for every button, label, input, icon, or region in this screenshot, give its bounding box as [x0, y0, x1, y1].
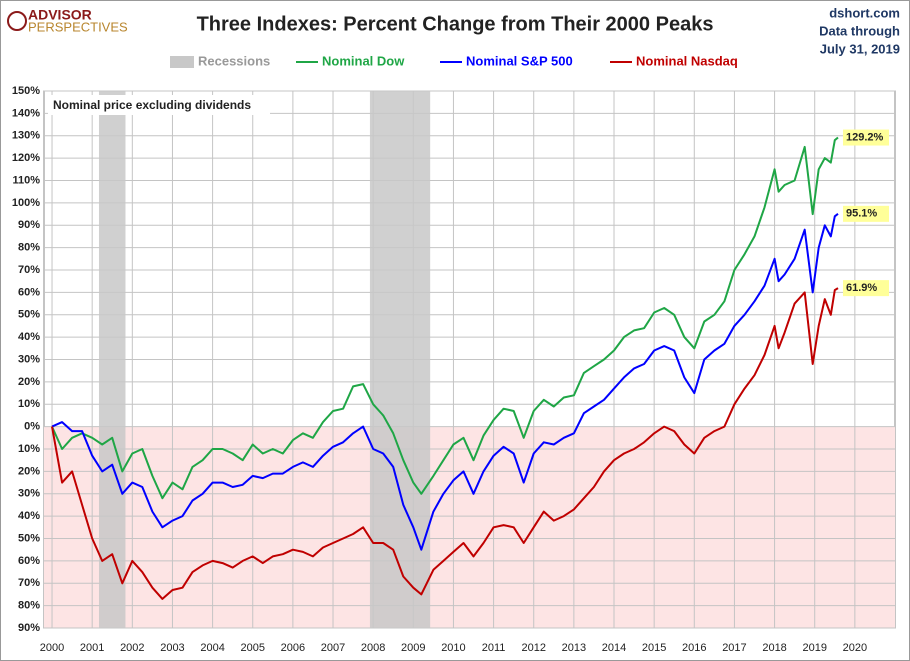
x-tick-label: 2019 [802, 642, 826, 654]
y-tick-label: 40% [18, 510, 40, 522]
logo-icon [7, 11, 27, 31]
x-tick-label: 2003 [160, 642, 184, 654]
annotation: Nominal price excluding dividends [53, 98, 251, 112]
source: dshort.com [829, 5, 900, 20]
x-tick-label: 2012 [521, 642, 545, 654]
y-tick-label: 30% [18, 353, 40, 365]
series-line [51, 287, 839, 600]
recession [98, 91, 126, 628]
x-tick-label: 2004 [200, 642, 224, 654]
x-tick-label: 2013 [562, 642, 586, 654]
x-tick-label: 2018 [762, 642, 786, 654]
annotation-box [48, 95, 270, 115]
value-label-box [843, 129, 889, 146]
value-label-box [843, 280, 889, 297]
y-tick-label: 120% [12, 152, 40, 164]
legend-swatch [170, 56, 194, 68]
y-tick-label: 100% [12, 197, 40, 209]
y-tick-label: 70% [18, 264, 40, 276]
legend-label: Recessions [198, 53, 270, 68]
y-tick-label: 50% [18, 532, 40, 544]
legend-label: Nominal Dow [322, 53, 405, 68]
x-tick-label: 2020 [843, 642, 867, 654]
y-tick-label: 20% [18, 465, 40, 477]
x-tick-label: 2010 [441, 642, 465, 654]
logo-bottom: PERSPECTIVES [28, 19, 128, 34]
y-tick-label: 20% [18, 376, 40, 388]
value-label: 95.1% [846, 208, 877, 220]
series-line [51, 136, 839, 500]
y-tick-label: 90% [18, 622, 40, 634]
recession [369, 91, 431, 628]
x-tick-label: 2011 [482, 642, 506, 654]
x-tick-label: 2000 [40, 642, 64, 654]
series-line [51, 213, 839, 551]
source: Data through [819, 23, 900, 38]
x-tick-label: 2002 [120, 642, 144, 654]
legend-label: Nominal S&P 500 [466, 53, 573, 68]
y-tick-label: 80% [18, 242, 40, 254]
chart-title: Three Indexes: Percent Change from Their… [197, 13, 714, 35]
x-tick-label: 2016 [682, 642, 706, 654]
y-tick-label: 130% [12, 130, 40, 142]
x-tick-label: 2009 [401, 642, 425, 654]
source: July 31, 2019 [820, 41, 900, 56]
y-tick-label: 60% [18, 555, 40, 567]
x-tick-label: 2007 [321, 642, 345, 654]
y-tick-label: 90% [18, 219, 40, 231]
logo-top: ADVISOR [28, 7, 92, 23]
y-tick-label: 60% [18, 286, 40, 298]
y-tick-label: 70% [18, 577, 40, 589]
y-tick-label: 110% [12, 174, 40, 186]
x-tick-label: 2014 [602, 642, 626, 654]
legend-label: Nominal Nasdaq [636, 53, 738, 68]
y-tick-label: 10% [18, 398, 40, 410]
y-tick-label: 50% [18, 309, 40, 321]
y-tick-label: 0% [24, 421, 40, 433]
y-tick-label: 40% [18, 331, 40, 343]
x-tick-label: 2017 [722, 642, 746, 654]
x-tick-label: 2005 [240, 642, 264, 654]
y-tick-label: 30% [18, 488, 40, 500]
value-label: 129.2% [846, 131, 884, 143]
value-label: 61.9% [846, 282, 877, 294]
x-tick-label: 2001 [80, 642, 104, 654]
y-tick-label: 140% [12, 107, 40, 119]
x-tick-label: 2008 [361, 642, 385, 654]
negative-region [44, 426, 895, 628]
y-tick-label: 10% [18, 443, 40, 455]
y-tick-label: 150% [12, 85, 40, 97]
x-tick-label: 2006 [281, 642, 305, 654]
y-tick-label: 80% [18, 600, 40, 612]
value-label-box [843, 205, 889, 222]
x-tick-label: 2015 [642, 642, 666, 654]
